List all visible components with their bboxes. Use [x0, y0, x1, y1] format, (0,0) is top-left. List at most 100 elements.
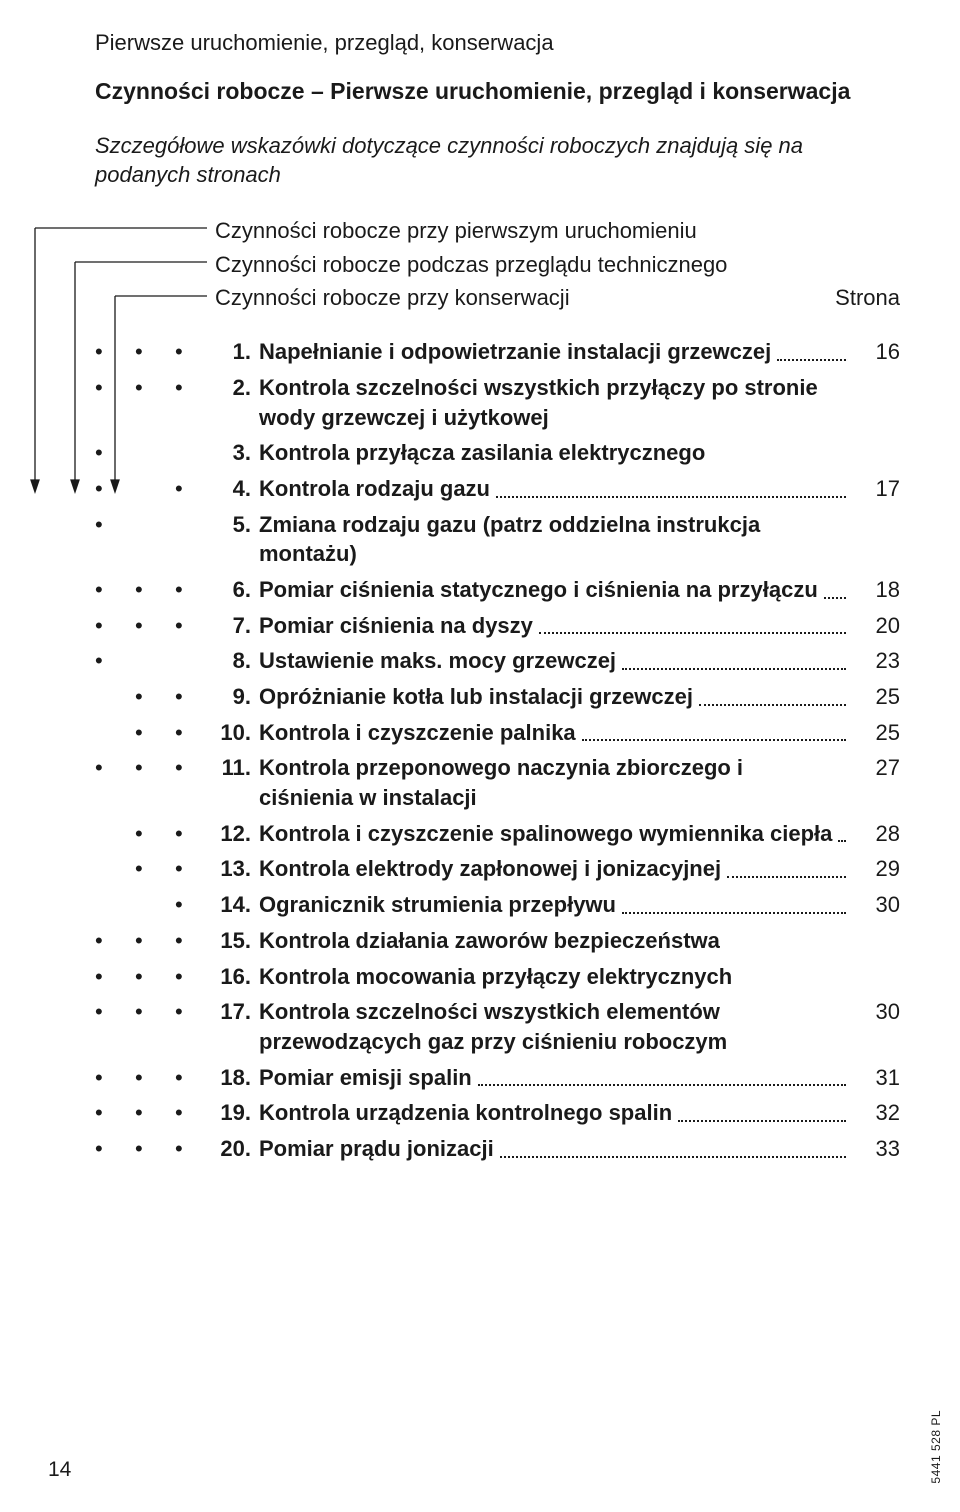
- item-page-ref: 27: [852, 753, 900, 783]
- dot-cell: •: [175, 890, 215, 920]
- dot-cell: •: [175, 682, 215, 712]
- applies-to-dots: •••: [95, 753, 215, 783]
- item-number: 18.: [215, 1063, 259, 1093]
- item-text: Opróżnianie kotła lub instalacji grzewcz…: [259, 682, 852, 712]
- dot-cell: •: [175, 611, 215, 641]
- applies-to-dots: •••: [95, 575, 215, 605]
- item-number: 4.: [215, 474, 259, 504]
- applies-to-dots: ••: [95, 819, 215, 849]
- dot-cell: •: [95, 926, 135, 956]
- table-row: •••18.Pomiar emisji spalin31: [95, 1063, 900, 1093]
- legend-bracket-icon: [27, 220, 207, 500]
- item-page-ref: 29: [852, 854, 900, 884]
- item-text: Kontrola szczelności wszystkich przyłącz…: [259, 373, 852, 432]
- dot-cell: •: [175, 854, 215, 884]
- item-text: Kontrola przeponowego naczynia zbiorczeg…: [259, 753, 852, 812]
- item-number: 3.: [215, 438, 259, 468]
- dot-cell: •: [175, 575, 215, 605]
- item-page-ref: 28: [852, 819, 900, 849]
- table-row: •••1.Napełnianie i odpowietrzanie instal…: [95, 337, 900, 367]
- item-page-ref: 16: [852, 337, 900, 367]
- table-row: •••20.Pomiar prądu jonizacji33: [95, 1134, 900, 1164]
- table-row: •14.Ogranicznik strumienia przepływu30: [95, 890, 900, 920]
- dot-cell: •: [95, 753, 135, 783]
- item-page-ref: 18: [852, 575, 900, 605]
- legend-line-3-text: Czynności robocze przy konserwacji: [215, 283, 570, 313]
- footer-page-number: 14: [48, 1456, 71, 1484]
- dot-cell: [135, 510, 175, 540]
- table-row: •••2.Kontrola szczelności wszystkich prz…: [95, 373, 900, 432]
- applies-to-dots: •••: [95, 1098, 215, 1128]
- table-row: ••12.Kontrola i czyszczenie spalinowego …: [95, 819, 900, 849]
- applies-to-dots: •: [95, 646, 215, 676]
- item-page-ref: 30: [852, 890, 900, 920]
- item-text: Kontrola mocowania przyłączy elektryczny…: [259, 962, 852, 992]
- applies-to-dots: ••: [95, 854, 215, 884]
- item-number: 12.: [215, 819, 259, 849]
- dot-cell: •: [175, 997, 215, 1027]
- item-number: 13.: [215, 854, 259, 884]
- table-row: ••4.Kontrola rodzaju gazu17: [95, 474, 900, 504]
- dot-cell: •: [175, 1098, 215, 1128]
- table-row: ••10.Kontrola i czyszczenie palnika25: [95, 718, 900, 748]
- item-page-ref: 17: [852, 474, 900, 504]
- dot-cell: •: [95, 962, 135, 992]
- item-text: Kontrola przyłącza zasilania elektryczne…: [259, 438, 852, 468]
- item-number: 8.: [215, 646, 259, 676]
- item-page-ref: 30: [852, 997, 900, 1027]
- applies-to-dots: ••: [95, 718, 215, 748]
- item-number: 7.: [215, 611, 259, 641]
- page-column-label: Strona: [835, 283, 900, 313]
- item-text: Kontrola i czyszczenie spalinowego wymie…: [259, 819, 852, 849]
- dot-cell: •: [95, 1063, 135, 1093]
- dot-cell: •: [135, 1098, 175, 1128]
- table-row: •3.Kontrola przyłącza zasilania elektryc…: [95, 438, 900, 468]
- table-row: ••13.Kontrola elektrody zapłonowej i jon…: [95, 854, 900, 884]
- dot-cell: •: [135, 1134, 175, 1164]
- table-row: • 5.Zmiana rodzaju gazu (patrz oddzielna …: [95, 510, 900, 569]
- item-number: 10.: [215, 718, 259, 748]
- dot-cell: •: [135, 575, 175, 605]
- item-number: 6.: [215, 575, 259, 605]
- dot-cell: [135, 890, 175, 920]
- item-text: Pomiar emisji spalin: [259, 1063, 852, 1093]
- dot-cell: •: [135, 718, 175, 748]
- dot-cell: [135, 646, 175, 676]
- applies-to-dots: •••: [95, 1134, 215, 1164]
- dot-cell: [95, 890, 135, 920]
- applies-to-dots: •••: [95, 926, 215, 956]
- legend-line-2: Czynności robocze podczas przeglądu tech…: [215, 250, 900, 280]
- dot-cell: •: [135, 997, 175, 1027]
- legend-line-1: Czynności robocze przy pierwszym uruchom…: [215, 216, 900, 246]
- item-text: Napełnianie i odpowietrzanie instalacji …: [259, 337, 852, 367]
- applies-to-dots: •••: [95, 611, 215, 641]
- dot-cell: •: [135, 753, 175, 783]
- table-row: •••7.Pomiar ciśnienia na dyszy20: [95, 611, 900, 641]
- dot-cell: •: [175, 1063, 215, 1093]
- procedure-table: •••1.Napełnianie i odpowietrzanie instal…: [95, 337, 900, 1164]
- applies-to-dots: •••: [95, 962, 215, 992]
- item-text: Kontrola szczelności wszystkich elementó…: [259, 997, 852, 1056]
- item-text: Zmiana rodzaju gazu (patrz oddzielna ins…: [259, 510, 852, 569]
- intro-text: Szczegółowe wskazówki dotyczące czynnośc…: [95, 131, 900, 190]
- item-number: 5.: [215, 510, 259, 540]
- dot-cell: •: [95, 646, 135, 676]
- dot-cell: •: [95, 510, 135, 540]
- page-title: Czynności robocze – Pierwsze uruchomieni…: [95, 76, 900, 107]
- dot-cell: •: [95, 575, 135, 605]
- item-number: 20.: [215, 1134, 259, 1164]
- item-text: Kontrola rodzaju gazu: [259, 474, 852, 504]
- item-text: Kontrola elektrody zapłonowej i jonizacy…: [259, 854, 852, 884]
- item-page-ref: 20: [852, 611, 900, 641]
- legend-block: Czynności robocze przy pierwszym uruchom…: [95, 216, 900, 313]
- item-page-ref: 31: [852, 1063, 900, 1093]
- item-text: Kontrola urządzenia kontrolnego spalin: [259, 1098, 852, 1128]
- item-text: Ogranicznik strumienia przepływu: [259, 890, 852, 920]
- dot-cell: •: [175, 1134, 215, 1164]
- document-code: 5441 528 PL: [928, 1410, 944, 1484]
- applies-to-dots: •••: [95, 997, 215, 1027]
- applies-to-dots: •••: [95, 1063, 215, 1093]
- item-number: 9.: [215, 682, 259, 712]
- dot-cell: [95, 854, 135, 884]
- dot-cell: •: [135, 926, 175, 956]
